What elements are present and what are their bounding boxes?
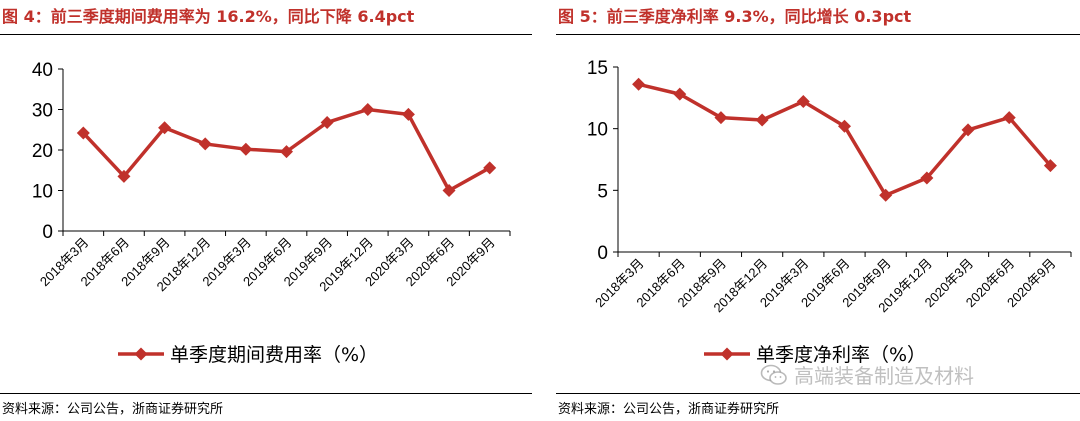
right-bottom-rule [556,393,1080,394]
left-line-chart: 0102030402018年3月2018年6月2018年9月2018年12月20… [32,60,511,366]
y-tick-label: 10 [587,120,608,141]
data-point [1043,159,1057,173]
data-point [158,121,172,135]
data-point [361,103,375,116]
data-point [320,115,334,129]
data-point [961,123,975,137]
y-tick-label: 30 [32,101,53,122]
data-point [117,169,131,183]
data-point [401,107,415,121]
data-point [796,95,810,109]
left-figure-title: 图 4：前三季度期间费用率为 16.2%，同比下降 6.4pct [2,7,415,26]
left-bottom-rule [0,393,532,394]
data-point [239,142,253,156]
right-source-note: 资料来源：公司公告，浙商证券研究所 [558,402,780,417]
right-top-rule [556,34,1080,35]
legend-marker [720,347,734,361]
y-tick-label: 15 [587,58,608,79]
legend-label: 单季度期间费用率（%） [170,344,378,366]
data-point [755,113,769,127]
left-figure: 图 4：前三季度期间费用率为 16.2%，同比下降 6.4pct 0 10 20 30… [0,0,532,421]
right-figure: 图 5：前三季度净利率 9.3%，同比增长 0.3pct 0 5 10 15 2018年… [556,0,1080,421]
data-point [838,119,851,133]
data-point [673,87,687,101]
right-figure-title: 图 5：前三季度净利率 9.3%，同比增长 0.3pct [558,7,912,26]
series-line [638,82,1052,198]
data-point [632,77,646,91]
y-tick-label: 20 [32,141,53,162]
y-tick-label: 10 [32,182,53,203]
data-point [1002,111,1016,125]
data-point [198,137,212,151]
data-point [280,145,293,159]
wechat-icon [760,364,787,385]
right-line-chart: 0510152018年3月2018年6月2018年9月2018年12月2019年… [587,58,1072,366]
y-tick-label: 5 [597,181,608,202]
data-point [483,161,497,175]
left-top-rule [0,34,532,35]
data-point [879,188,893,202]
legend-marker [134,347,148,361]
watermark-text: 高端装备制造及材料 [794,364,974,388]
y-tick-label: 0 [597,243,608,264]
y-tick-label: 0 [42,222,53,243]
left-source-note: 资料来源：公司公告，浙商证券研究所 [2,402,224,417]
legend-label: 单季度净利率（%） [756,344,926,366]
data-point [920,171,934,185]
y-tick-label: 40 [32,60,53,81]
watermark: 高端装备制造及材料 [760,360,974,389]
data-point [442,184,456,197]
data-point [714,111,728,125]
